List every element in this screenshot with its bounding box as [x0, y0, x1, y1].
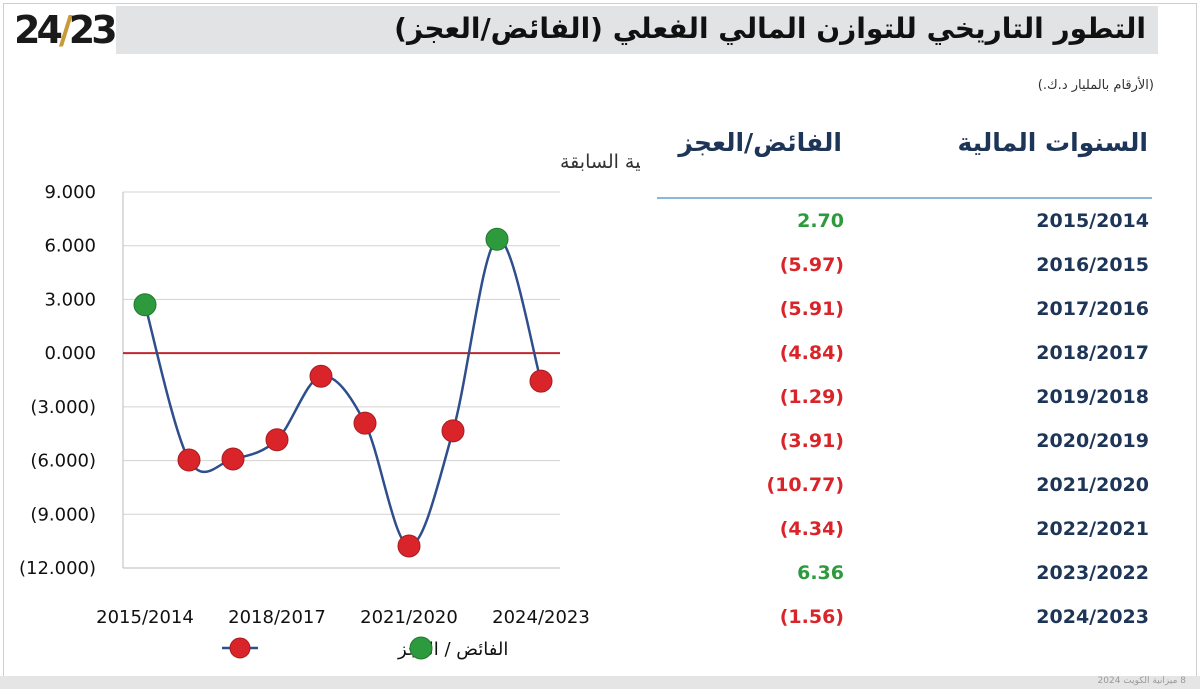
table-row: 2022/2021 (4.34): [657, 510, 1152, 550]
table-row: 2023/2022 6.36: [657, 554, 1152, 594]
table-row: 2020/2019 (3.91): [657, 422, 1152, 462]
table-cell-year: 2024/2023: [1036, 606, 1149, 628]
data-point: [397, 534, 421, 558]
data-point: [441, 419, 465, 443]
data-point: [353, 411, 377, 435]
table-cell-value: (5.91): [779, 298, 844, 320]
data-point: [309, 364, 333, 388]
table-cell-value: (1.29): [779, 386, 844, 408]
table-cell-year: 2016/2015: [1036, 254, 1149, 276]
table-cell-year: 2023/2022: [1036, 562, 1149, 584]
table-cell-year: 2017/2016: [1036, 298, 1149, 320]
chart-title: مقارنة الفائض / العجز السنوات المالية ال…: [560, 151, 640, 173]
data-point: [177, 448, 201, 472]
table-row: 2017/2016 (5.91): [657, 290, 1152, 330]
table-row: 2018/2017 (4.84): [657, 334, 1152, 374]
table-cell-year: 2021/2020: [1036, 474, 1149, 496]
x-tick-label: 2021/2020: [360, 607, 458, 628]
data-point: [221, 447, 245, 471]
brand-logo: 24/23: [14, 8, 118, 52]
x-tick-label: 2018/2017: [228, 607, 326, 628]
y-tick-label: 6.000: [44, 236, 96, 257]
table-header-years: السنوات المالية: [957, 128, 1148, 157]
data-point: [529, 369, 553, 393]
table-cell-year: 2022/2021: [1036, 518, 1149, 540]
table-row: 2016/2015 (5.97): [657, 246, 1152, 286]
series-line: [143, 237, 543, 548]
page-frame: [3, 3, 1197, 676]
legend-positive-marker: [409, 636, 433, 660]
footer-text: 8 ميزانية الكويت 2024: [1097, 676, 1186, 686]
units-note: (الأرقام بالمليار د.ك.): [1037, 78, 1154, 93]
table-cell-value: 6.36: [797, 562, 844, 584]
y-tick-label: 0.000: [44, 343, 96, 364]
table-row: 2024/2023 (1.56): [657, 598, 1152, 638]
table-cell-year: 2015/2014: [1036, 210, 1149, 232]
table-header-values: الفائض/العجز: [678, 128, 842, 157]
data-point: [133, 293, 157, 317]
table-row: 2019/2018 (1.29): [657, 378, 1152, 418]
table-cell-value: (3.91): [779, 430, 844, 452]
table-cell-year: 2020/2019: [1036, 430, 1149, 452]
table-row: 2015/2014 2.70: [657, 202, 1152, 242]
y-tick-label: (3.000): [30, 397, 96, 418]
y-tick-label: (6.000): [30, 451, 96, 472]
page-title: التطور التاريخي للتوازن المالي الفعلي (ا…: [394, 12, 1146, 45]
table-divider: [657, 197, 1152, 199]
legend-negative-marker: [229, 637, 251, 659]
table-cell-value: (10.77): [766, 474, 844, 496]
table-cell-value: (4.34): [779, 518, 844, 540]
data-point: [265, 428, 289, 452]
table-cell-value: (1.56): [779, 606, 844, 628]
y-tick-label: 9.000: [44, 182, 96, 203]
y-tick-label: (9.000): [30, 504, 96, 525]
line-chart: مقارنة الفائض / العجز السنوات المالية ال…: [19, 151, 640, 660]
table-row: 2021/2020 (10.77): [657, 466, 1152, 506]
footer-strip: 8 ميزانية الكويت 2024: [0, 676, 1200, 689]
table-cell-value: 2.70: [797, 210, 844, 232]
table-cell-value: (5.97): [779, 254, 844, 276]
x-tick-label: 2024/2023: [492, 607, 590, 628]
y-tick-label: (12.000): [19, 558, 96, 579]
y-tick-label: 3.000: [44, 289, 96, 310]
title-bar: التطور التاريخي للتوازن المالي الفعلي (ا…: [116, 6, 1158, 54]
table-cell-year: 2019/2018: [1036, 386, 1149, 408]
x-tick-label: 2015/2014: [96, 607, 194, 628]
table-cell-year: 2018/2017: [1036, 342, 1149, 364]
table-cell-value: (4.84): [779, 342, 844, 364]
data-point: [485, 227, 509, 251]
